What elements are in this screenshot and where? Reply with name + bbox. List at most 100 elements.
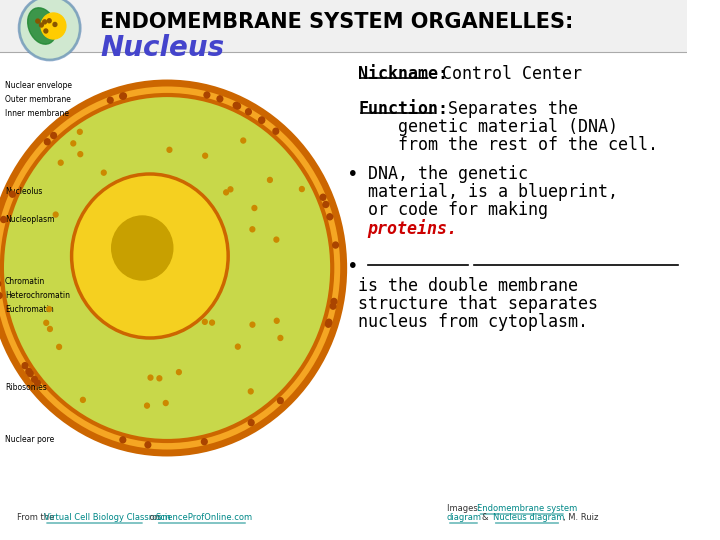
Text: material, is a blueprint,: material, is a blueprint, [367, 183, 618, 201]
Circle shape [248, 420, 254, 426]
Text: on: on [147, 513, 163, 522]
Text: Virtual Cell Biology Classroom: Virtual Cell Biology Classroom [44, 513, 171, 522]
Text: Nuclear envelope: Nuclear envelope [5, 80, 72, 90]
Circle shape [40, 23, 43, 27]
Circle shape [233, 103, 239, 109]
Circle shape [81, 397, 85, 402]
Text: genetic material (DNA): genetic material (DNA) [358, 118, 618, 136]
Text: Control Center: Control Center [433, 65, 582, 83]
Text: From the: From the [17, 513, 57, 522]
Circle shape [320, 194, 326, 200]
Text: Inner membrane: Inner membrane [5, 109, 69, 118]
Circle shape [48, 19, 51, 23]
Circle shape [19, 0, 80, 60]
Circle shape [235, 103, 240, 109]
Text: ENDOMEMBRANE SYSTEM ORGANELLES:: ENDOMEMBRANE SYSTEM ORGANELLES: [100, 12, 574, 32]
Circle shape [32, 376, 37, 382]
Circle shape [277, 397, 283, 403]
Text: Nickname:: Nickname: [358, 65, 448, 83]
Circle shape [210, 320, 215, 325]
Text: or code for making: or code for making [367, 201, 547, 219]
Circle shape [120, 93, 125, 99]
Circle shape [47, 307, 52, 312]
Circle shape [107, 97, 113, 103]
Circle shape [4, 97, 330, 439]
Text: Ribosomes: Ribosomes [5, 383, 47, 393]
Circle shape [250, 227, 255, 232]
Text: Nucleus diagram: Nucleus diagram [492, 513, 564, 522]
Text: Euchromatin: Euchromatin [5, 306, 53, 314]
Circle shape [26, 368, 32, 374]
Circle shape [241, 138, 246, 143]
Text: Separates the: Separates the [438, 100, 578, 118]
Circle shape [235, 344, 240, 349]
Text: Heterochromatin: Heterochromatin [5, 292, 70, 300]
Circle shape [121, 93, 127, 99]
Circle shape [333, 242, 338, 248]
Circle shape [167, 147, 172, 152]
Circle shape [252, 206, 257, 211]
Circle shape [250, 322, 255, 327]
Circle shape [78, 152, 83, 157]
Circle shape [148, 375, 153, 380]
Circle shape [268, 178, 272, 183]
Circle shape [331, 299, 337, 305]
Text: nucleus from cytoplasm.: nucleus from cytoplasm. [358, 313, 588, 331]
Text: Outer membrane: Outer membrane [5, 94, 71, 104]
Circle shape [326, 319, 332, 325]
Circle shape [44, 320, 49, 325]
Circle shape [202, 438, 207, 444]
Circle shape [163, 401, 168, 406]
Circle shape [53, 23, 57, 26]
Text: DNA, the genetic: DNA, the genetic [367, 165, 528, 183]
Circle shape [217, 96, 222, 102]
Text: proteins.: proteins. [367, 219, 457, 238]
Circle shape [325, 321, 331, 327]
Circle shape [42, 20, 47, 24]
Text: , M. Ruiz: , M. Ruiz [563, 513, 598, 522]
Circle shape [274, 318, 279, 323]
Circle shape [0, 83, 343, 453]
Circle shape [58, 160, 63, 165]
Circle shape [57, 345, 61, 349]
Text: Endomembrane system: Endomembrane system [477, 504, 577, 513]
Circle shape [203, 153, 207, 158]
Text: diagram: diagram [447, 513, 482, 522]
Circle shape [9, 191, 15, 197]
Text: Function:: Function: [358, 100, 448, 118]
Circle shape [53, 212, 58, 217]
Text: Nuclear pore: Nuclear pore [5, 435, 54, 444]
Text: structure that separates: structure that separates [358, 295, 598, 313]
Circle shape [258, 117, 264, 123]
Circle shape [323, 201, 328, 207]
Text: Images:: Images: [447, 504, 483, 513]
Circle shape [120, 437, 126, 443]
Circle shape [259, 117, 264, 123]
Circle shape [36, 19, 40, 23]
Circle shape [246, 109, 251, 114]
Circle shape [78, 129, 82, 134]
Circle shape [248, 389, 253, 394]
Circle shape [102, 170, 106, 175]
Circle shape [273, 128, 279, 134]
Circle shape [224, 190, 228, 195]
Circle shape [44, 29, 48, 33]
Circle shape [145, 403, 149, 408]
Text: is the double membrane: is the double membrane [358, 277, 578, 295]
Circle shape [35, 380, 40, 386]
Circle shape [0, 293, 2, 299]
Circle shape [157, 376, 162, 381]
Circle shape [27, 370, 33, 376]
Circle shape [300, 186, 305, 192]
Text: •: • [346, 165, 359, 184]
Circle shape [228, 187, 233, 192]
Text: &: & [482, 513, 491, 522]
Circle shape [274, 237, 279, 242]
Ellipse shape [27, 8, 56, 44]
Circle shape [48, 327, 53, 332]
Circle shape [71, 174, 228, 338]
FancyBboxPatch shape [0, 0, 688, 52]
Circle shape [278, 335, 283, 340]
Circle shape [50, 132, 56, 138]
Circle shape [1, 217, 6, 222]
